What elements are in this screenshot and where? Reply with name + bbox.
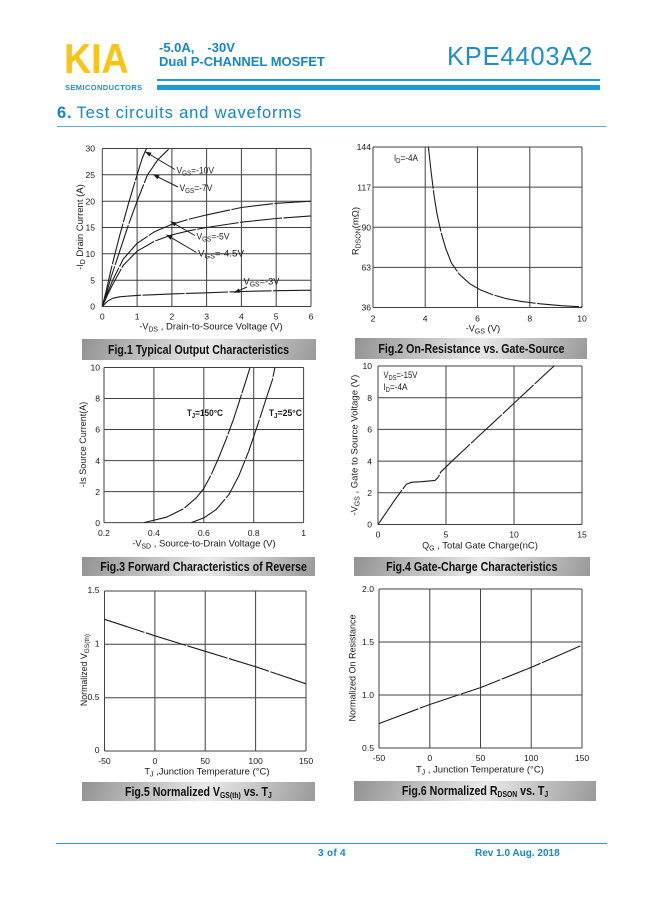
svg-text:144: 144 [357,142,372,152]
svg-text:0: 0 [90,302,95,312]
svg-text:-VDS , Drain-to-Source Voltage: -VDS , Drain-to-Source Voltage (V) [139,322,282,334]
svg-text:0.8: 0.8 [248,528,260,538]
svg-text:VGS=-4.5V: VGS=-4.5V [198,249,245,261]
svg-text:50: 50 [476,753,486,763]
svg-text:1.0: 1.0 [362,690,374,700]
svg-text:4: 4 [423,314,428,324]
svg-text:-50: -50 [98,756,111,766]
svg-text:0: 0 [427,753,432,763]
svg-text:100: 100 [248,756,263,766]
svg-text:0: 0 [153,756,158,766]
svg-text:VGS=-3V: VGS=-3V [244,277,281,289]
svg-text:15: 15 [577,530,587,540]
svg-text:0: 0 [376,530,381,540]
svg-text:15: 15 [85,223,95,233]
svg-text:4: 4 [95,456,100,466]
svg-text:2: 2 [367,488,372,498]
svg-text:5: 5 [274,312,279,322]
svg-text:ID=-4A: ID=-4A [394,153,419,165]
svg-text:ID=-4A: ID=-4A [384,382,409,394]
svg-text:VGS=-5V: VGS=-5V [197,232,231,244]
svg-text:5: 5 [444,530,449,540]
svg-text:Normalized On Resistance: Normalized On Resistance [348,614,358,721]
svg-text:TJ=150°C: TJ=150°C [187,408,223,420]
svg-text:QG , Total Gate Charge(nC): QG , Total Gate Charge(nC) [422,541,538,553]
svg-text:1: 1 [135,312,140,322]
svg-text:117: 117 [357,182,371,192]
svg-text:VDS=-15V: VDS=-15V [384,370,419,382]
svg-text:1: 1 [95,639,100,649]
svg-text:100: 100 [524,753,539,763]
svg-text:-VGS , Gate to Source Voltage: -VGS , Gate to Source Voltage (V) [350,375,362,516]
svg-text:0.4: 0.4 [148,528,160,538]
svg-text:4: 4 [239,312,244,322]
svg-text:-VGS (V): -VGS (V) [466,324,500,336]
svg-text:4: 4 [367,456,372,466]
svg-text:VGS=-7V: VGS=-7V [180,183,214,195]
svg-text:2: 2 [95,487,100,497]
svg-text:1.5: 1.5 [88,585,100,595]
svg-text:150: 150 [299,756,314,766]
svg-text:1.5: 1.5 [362,637,374,647]
svg-text:8: 8 [367,393,372,403]
svg-text:3: 3 [204,312,209,322]
svg-text:36: 36 [361,303,371,313]
svg-text:6: 6 [309,312,314,322]
svg-text:0: 0 [95,518,100,528]
svg-text:2: 2 [371,314,376,324]
svg-text:VGS=-10V: VGS=-10V [177,166,215,178]
svg-text:2: 2 [170,312,175,322]
svg-text:0: 0 [100,312,105,322]
svg-text:TJ ,Junction Temperature (°C): TJ ,Junction Temperature (°C) [144,767,269,779]
svg-text:-ID Drain Current (A): -ID Drain Current (A) [75,184,87,270]
svg-text:TJ , Junction Temperature (°C): TJ , Junction Temperature (°C) [416,765,544,777]
svg-text:6: 6 [475,314,480,324]
svg-text:0.6: 0.6 [198,528,210,538]
svg-text:-50: -50 [373,753,386,763]
svg-text:90: 90 [361,222,371,232]
svg-text:10: 10 [85,249,95,259]
svg-text:6: 6 [95,425,100,435]
svg-text:8: 8 [95,394,100,404]
svg-text:50: 50 [200,756,210,766]
svg-text:0: 0 [95,745,100,755]
svg-text:150: 150 [575,753,590,763]
svg-text:6: 6 [367,425,372,435]
svg-text:5: 5 [90,275,95,285]
svg-text:2.0: 2.0 [362,584,374,594]
svg-text:30: 30 [85,144,95,154]
svg-text:10: 10 [362,361,372,371]
svg-text:TJ=25°C: TJ=25°C [269,408,302,420]
svg-text:0.2: 0.2 [98,528,110,538]
svg-text:0: 0 [367,520,372,530]
svg-text:0.5: 0.5 [88,692,100,702]
svg-text:8: 8 [527,314,532,324]
svg-text:-VSD , Source-to-Drain Voltage: -VSD , Source-to-Drain Voltage (V) [132,539,275,551]
svg-text:63: 63 [361,263,371,273]
svg-text:RDSON(mΩ): RDSON(mΩ) [351,207,363,255]
svg-text:20: 20 [85,196,95,206]
svg-text:0.5: 0.5 [362,743,374,753]
svg-text:10: 10 [509,530,519,540]
svg-text:10: 10 [90,363,100,373]
svg-text:1: 1 [301,528,306,538]
svg-text:-Is Source Current(A): -Is Source Current(A) [78,402,88,488]
svg-text:10: 10 [577,314,587,324]
svg-text:25: 25 [85,170,95,180]
